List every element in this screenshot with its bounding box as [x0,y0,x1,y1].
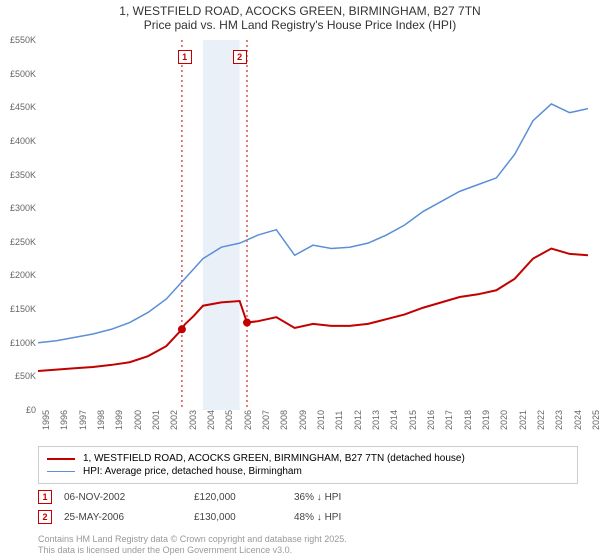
y-axis-tick-label: £150K [0,304,36,314]
x-axis-tick-label: 2011 [334,411,344,430]
title-line-2: Price paid vs. HM Land Registry's House … [10,18,590,32]
y-axis-tick-label: £550K [0,35,36,45]
chart-container: 1, WESTFIELD ROAD, ACOCKS GREEN, BIRMING… [0,0,600,560]
x-axis-tick-label: 2002 [169,410,179,430]
chart-area: £0£50K£100K£150K£200K£250K£300K£350K£400… [38,40,588,410]
sale-delta: 48% ↓ HPI [294,512,394,523]
x-axis-tick-label: 2005 [224,410,234,430]
y-axis-tick-label: £100K [0,338,36,348]
x-axis-tick-label: 2003 [188,410,198,430]
y-axis-tick-label: £50K [0,371,36,381]
x-axis-tick-label: 2019 [481,410,491,430]
x-axis-tick-label: 2014 [389,410,399,430]
sale-price: £130,000 [194,512,294,523]
y-axis-tick-label: £0 [0,405,36,415]
x-axis-tick-label: 2024 [573,410,583,430]
y-axis-tick-label: £350K [0,170,36,180]
x-axis-tick-label: 2025 [591,410,600,430]
x-axis-tick-label: 1995 [41,410,51,430]
x-axis-tick-label: 2015 [408,410,418,430]
x-axis-tick-label: 1998 [96,410,106,430]
x-axis-tick-label: 2016 [426,410,436,430]
x-axis-tick-label: 2007 [261,410,271,430]
legend-swatch [47,471,75,473]
x-axis-tick-label: 2018 [463,410,473,430]
sale-marker-badge: 1 [38,490,52,504]
x-axis-tick-label: 2022 [536,410,546,430]
legend-box: 1, WESTFIELD ROAD, ACOCKS GREEN, BIRMING… [38,446,578,484]
sale-marker-badge: 2 [38,510,52,524]
sale-row: 1 06-NOV-2002£120,00036% ↓ HPI [38,490,578,504]
sale-date: 25-MAY-2006 [64,512,194,523]
x-axis-tick-label: 2004 [206,410,216,430]
x-axis-tick-label: 2013 [371,410,381,430]
x-axis-tick-label: 2012 [353,410,363,430]
y-axis-tick-label: £400K [0,136,36,146]
chart-plot [38,40,588,410]
y-axis-tick-label: £200K [0,270,36,280]
x-axis-tick-label: 2001 [151,410,161,430]
y-axis-tick-label: £450K [0,102,36,112]
sale-price: £120,000 [194,492,294,503]
x-axis-tick-label: 2006 [243,410,253,430]
x-axis-tick-label: 2017 [444,410,454,430]
x-axis-tick-label: 1999 [114,410,124,430]
x-axis-tick-label: 1997 [78,410,88,430]
y-axis-tick-label: £500K [0,69,36,79]
legend-label: 1, WESTFIELD ROAD, ACOCKS GREEN, BIRMING… [83,453,465,464]
x-axis-tick-label: 1996 [59,410,69,430]
sale-marker-label: 2 [233,50,247,64]
legend-item: HPI: Average price, detached house, Birm… [47,466,569,477]
sale-delta: 36% ↓ HPI [294,492,394,503]
legend-swatch [47,458,75,460]
legend-item: 1, WESTFIELD ROAD, ACOCKS GREEN, BIRMING… [47,453,569,464]
legend-area: 1, WESTFIELD ROAD, ACOCKS GREEN, BIRMING… [38,446,578,524]
x-axis-tick-label: 2020 [499,410,509,430]
footer-attribution: Contains HM Land Registry data © Crown c… [38,534,347,556]
x-axis-tick-label: 2009 [298,410,308,430]
title-line-1: 1, WESTFIELD ROAD, ACOCKS GREEN, BIRMING… [10,4,590,18]
sale-row: 2 25-MAY-2006£130,00048% ↓ HPI [38,510,578,524]
x-axis-tick-label: 2021 [518,410,528,430]
sale-marker-label: 1 [178,50,192,64]
x-axis-tick-label: 2023 [554,410,564,430]
x-axis-tick-label: 2010 [316,410,326,430]
y-axis-tick-label: £300K [0,203,36,213]
sale-date: 06-NOV-2002 [64,492,194,503]
legend-label: HPI: Average price, detached house, Birm… [83,466,302,477]
x-axis-tick-label: 2000 [133,410,143,430]
x-axis-tick-label: 2008 [279,410,289,430]
footer-line-2: This data is licensed under the Open Gov… [38,545,347,556]
y-axis-tick-label: £250K [0,237,36,247]
footer-line-1: Contains HM Land Registry data © Crown c… [38,534,347,545]
chart-title: 1, WESTFIELD ROAD, ACOCKS GREEN, BIRMING… [0,0,600,34]
